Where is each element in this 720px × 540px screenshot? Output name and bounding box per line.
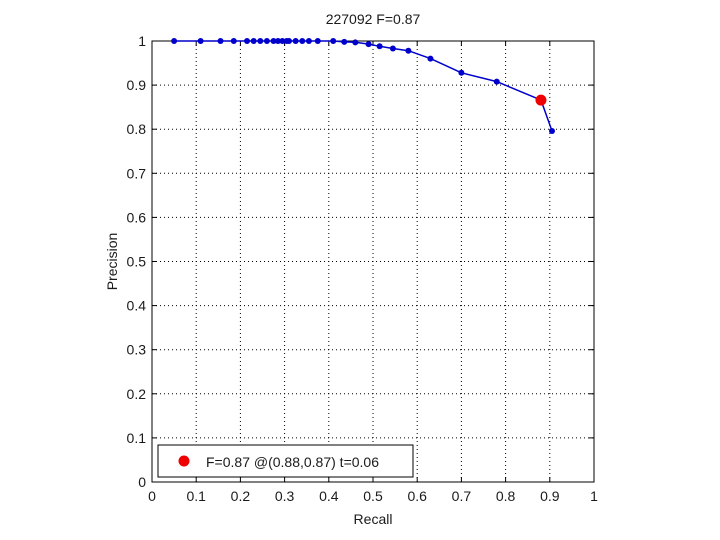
tick-marks [151,40,595,483]
pr-curve-point [389,45,396,52]
pr-curve-point [230,38,237,44]
pr-curve-point [274,38,281,44]
y-tick-label: 0.8 [127,121,147,137]
legend-marker [178,455,190,467]
legend-box [157,444,414,478]
pr-curve-point [257,38,264,44]
pr-curve-point [405,47,412,54]
legend-entry: F=0.87 @(0.88,0.87) t=0.06 [206,454,379,470]
x-tick-label: 0 [148,488,156,504]
pr-curve-point [217,38,224,44]
legend: F=0.87 @(0.88,0.87) t=0.06 [157,444,414,478]
pr-curve-point [197,38,204,44]
pr-curve-point [365,41,372,48]
y-tick-label: 0.2 [127,386,147,402]
pr-curve-point [341,38,348,45]
x-tick-label: 0.3 [275,488,295,504]
y-tick-labels: 0 0.1 0.2 0.3 0.4 0.5 0.6 0.7 0.8 0.9 1 [127,33,147,490]
pr-curve-point [286,38,293,44]
x-tick-label: 0.4 [319,488,339,504]
pr-curve-point [427,55,434,62]
y-tick-label: 1 [138,33,146,49]
y-tick-label: 0 [138,474,146,490]
pr-curve-point [270,38,277,44]
x-tick-label: 0.9 [540,488,560,504]
pr-curve-point [305,38,312,44]
grid-lines [152,41,594,482]
pr-curve-point [314,38,321,44]
pr-curve-point [352,39,359,46]
y-tick-label: 0.6 [127,209,147,225]
x-tick-label: 0.6 [407,488,427,504]
x-tick-label: 0.7 [452,488,472,504]
x-tick-label: 0.2 [231,488,251,504]
y-tick-label: 0.3 [127,342,147,358]
x-axis-label: Recall [354,511,393,527]
y-tick-label: 0.5 [127,254,147,270]
pr-curve-point [263,38,270,44]
pr-curve-point [171,38,178,44]
pr-curve-point [330,38,337,44]
pr-curve-point [549,127,556,134]
y-tick-label: 0.7 [127,165,147,181]
x-tick-label: 0.5 [363,488,383,504]
pr-curve-point [493,78,500,85]
pr-curve-point [292,38,299,44]
x-tick-label: 0.8 [496,488,516,504]
best-f-point [535,94,547,106]
highlight-layer [535,94,547,106]
y-tick-label: 0.4 [127,298,147,314]
pr-curve-point [244,38,251,44]
pr-curve-point [376,43,383,50]
x-tick-labels: 0 0.1 0.2 0.3 0.4 0.5 0.6 0.7 0.8 0.9 1 [148,488,598,504]
y-tick-label: 0.9 [127,77,147,93]
y-tick-label: 0.1 [127,430,147,446]
pr-curve-point [299,38,306,44]
pr-curve-point [250,38,257,44]
pr-curve-point [279,38,286,44]
pr-curve-point [458,69,465,76]
series-layer [171,38,556,134]
x-tick-label: 0.1 [186,488,206,504]
y-axis-label: Precision [104,233,120,291]
x-tick-label: 1 [590,488,598,504]
chart-title: 227092 F=0.87 [326,11,421,27]
